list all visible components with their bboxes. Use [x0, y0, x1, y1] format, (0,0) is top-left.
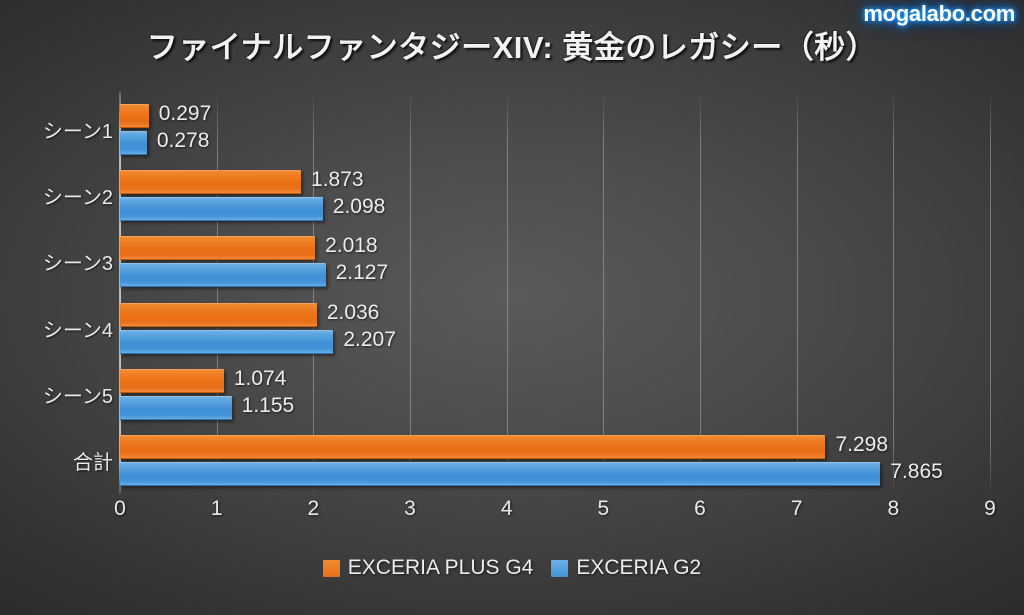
gridline-6: [700, 95, 701, 492]
gridline-0: [120, 95, 121, 492]
legend-swatch-icon: [551, 559, 569, 577]
bar-value-label: 7.865: [890, 459, 943, 483]
bar-group: 0.297 0.278: [120, 102, 990, 156]
x-tick-2: 2: [307, 497, 320, 520]
bar-exceria-g2[interactable]: [120, 131, 147, 155]
bar-value-label: 7.298: [835, 432, 889, 456]
bar-group: 1.873 2.098: [120, 168, 990, 222]
category-label-5: シーン5: [42, 385, 113, 408]
category-axis: シーン1 シーン2 シーン3 シーン4 シーン5 合計: [0, 95, 113, 492]
bar-value-label: 1.873: [311, 168, 364, 192]
bar-value-label: 2.207: [343, 327, 396, 351]
x-axis-tick-labels: 0 1 2 3 4 5 6 7 8 9: [0, 497, 1024, 527]
bar-exceria-g2[interactable]: [120, 329, 334, 354]
bar-group: 2.036 2.207: [120, 300, 990, 355]
bar-exceria-g2[interactable]: [120, 395, 232, 420]
legend-item-exceria-g2[interactable]: EXCERIA G2: [551, 556, 701, 580]
bar-value-label: 1.074: [233, 366, 287, 390]
bar-value-label: 2.127: [335, 261, 389, 285]
x-tick-6: 6: [694, 497, 706, 520]
bar-value-label: 2.018: [325, 234, 378, 258]
gridline-7: [796, 95, 798, 492]
value-axis-line: [119, 92, 121, 494]
gridline-2: [313, 95, 315, 492]
category-label-4: シーン4: [42, 319, 113, 342]
chart-title: ファイナルファンタジーXIV: 黄金のレガシー（秒）: [146, 30, 878, 65]
bar-group: 7.298 7.865: [120, 432, 990, 487]
plot-area: 0.297 0.278 1.873 2.098 2.018 2.127 2.036 2.207…: [119, 92, 991, 494]
gridline-8: [893, 95, 895, 492]
bar-exceria-plus-g4[interactable]: [120, 302, 317, 327]
bar-group: 1.074 1.155: [120, 366, 990, 421]
gridline-5: [603, 95, 605, 492]
x-tick-5: 5: [597, 497, 610, 520]
x-tick-0: 0: [114, 497, 126, 520]
category-label-1: シーン1: [42, 121, 113, 143]
bar-exceria-plus-g4[interactable]: [120, 236, 316, 261]
bar-exceria-plus-g4[interactable]: [120, 170, 302, 195]
bar-exceria-plus-g4[interactable]: [120, 104, 149, 128]
bar-exceria-g2[interactable]: [120, 461, 881, 486]
bar-exceria-g2[interactable]: [120, 197, 323, 222]
gridline-1: [216, 95, 218, 492]
legend-swatch-icon: [322, 559, 340, 577]
legend-label: EXCERIA PLUS G4: [347, 556, 534, 579]
bar-value-label: 0.297: [158, 102, 212, 125]
gridline-3: [410, 95, 411, 492]
x-tick-4: 4: [500, 497, 513, 520]
category-label-2: シーン2: [42, 187, 113, 210]
watermark-mogalabo: mogalabo.com: [863, 1, 1015, 26]
bar-value-label: 2.098: [332, 195, 386, 219]
x-tick-9: 9: [984, 497, 996, 520]
bar-exceria-plus-g4[interactable]: [120, 368, 224, 393]
category-label-3: シーン3: [42, 253, 113, 276]
chart-legend: EXCERIA PLUS G4 EXCERIA G2: [0, 556, 1024, 580]
bar-value-label: 1.155: [241, 393, 295, 417]
bar-group: 2.018 2.127: [120, 234, 990, 288]
x-tick-8: 8: [887, 497, 900, 520]
x-tick-7: 7: [790, 497, 803, 520]
bar-exceria-g2[interactable]: [120, 263, 326, 288]
x-tick-1: 1: [210, 497, 223, 520]
bar-value-label: 2.036: [326, 300, 380, 324]
legend-item-exceria-plus-g4[interactable]: EXCERIA PLUS G4: [322, 556, 534, 580]
gridline-4: [506, 95, 508, 492]
bar-value-label: 0.278: [156, 129, 210, 152]
gridline-9: [990, 95, 991, 492]
legend-label: EXCERIA G2: [576, 556, 702, 579]
x-tick-3: 3: [404, 497, 416, 520]
category-label-6: 合計: [73, 451, 113, 474]
bar-exceria-plus-g4[interactable]: [120, 434, 826, 459]
